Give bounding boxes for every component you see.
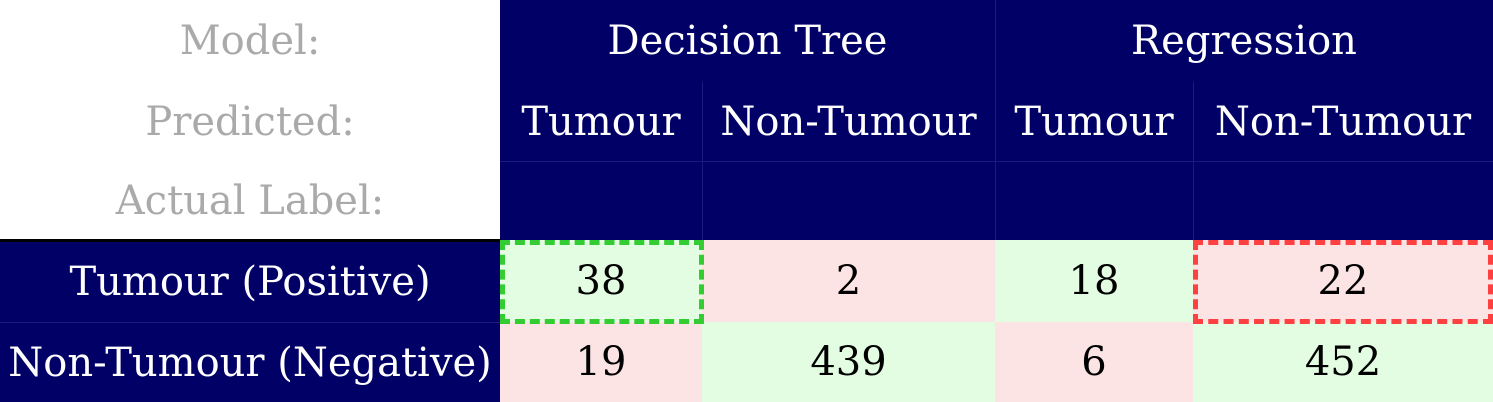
divider (995, 0, 996, 240)
cell-reg-tn: 452 (1193, 322, 1493, 402)
highlight-reg-false-negative (1193, 240, 1493, 324)
pred-reg-tumour: Tumour (995, 82, 1193, 162)
cell-reg-tp: 18 (995, 240, 1193, 322)
pred-reg-non-tumour: Non-Tumour (1193, 82, 1493, 162)
row-label-negative: Non-Tumour (Negative) (0, 322, 500, 402)
highlight-dt-true-positive (500, 240, 704, 324)
header-rule (0, 239, 502, 242)
actual-label: Actual Label: (115, 178, 385, 224)
cell-dt-fn: 2 (702, 240, 995, 322)
cell-reg-fn: 22 (1193, 240, 1493, 322)
cell-dt-tp: 38 (500, 240, 702, 322)
model-label: Model: (179, 18, 321, 64)
predicted-label: Predicted: (145, 99, 355, 145)
model-decision-tree: Decision Tree (500, 0, 995, 82)
row-label-positive: Tumour (Positive) (0, 242, 500, 322)
divider (500, 161, 1493, 162)
cell-dt-tn: 439 (702, 322, 995, 402)
cell-reg-fp: 6 (995, 322, 1193, 402)
pred-dt-tumour: Tumour (500, 82, 702, 162)
model-regression: Regression (995, 0, 1493, 82)
cell-dt-fp: 19 (500, 322, 702, 402)
pred-dt-non-tumour: Non-Tumour (702, 82, 995, 162)
